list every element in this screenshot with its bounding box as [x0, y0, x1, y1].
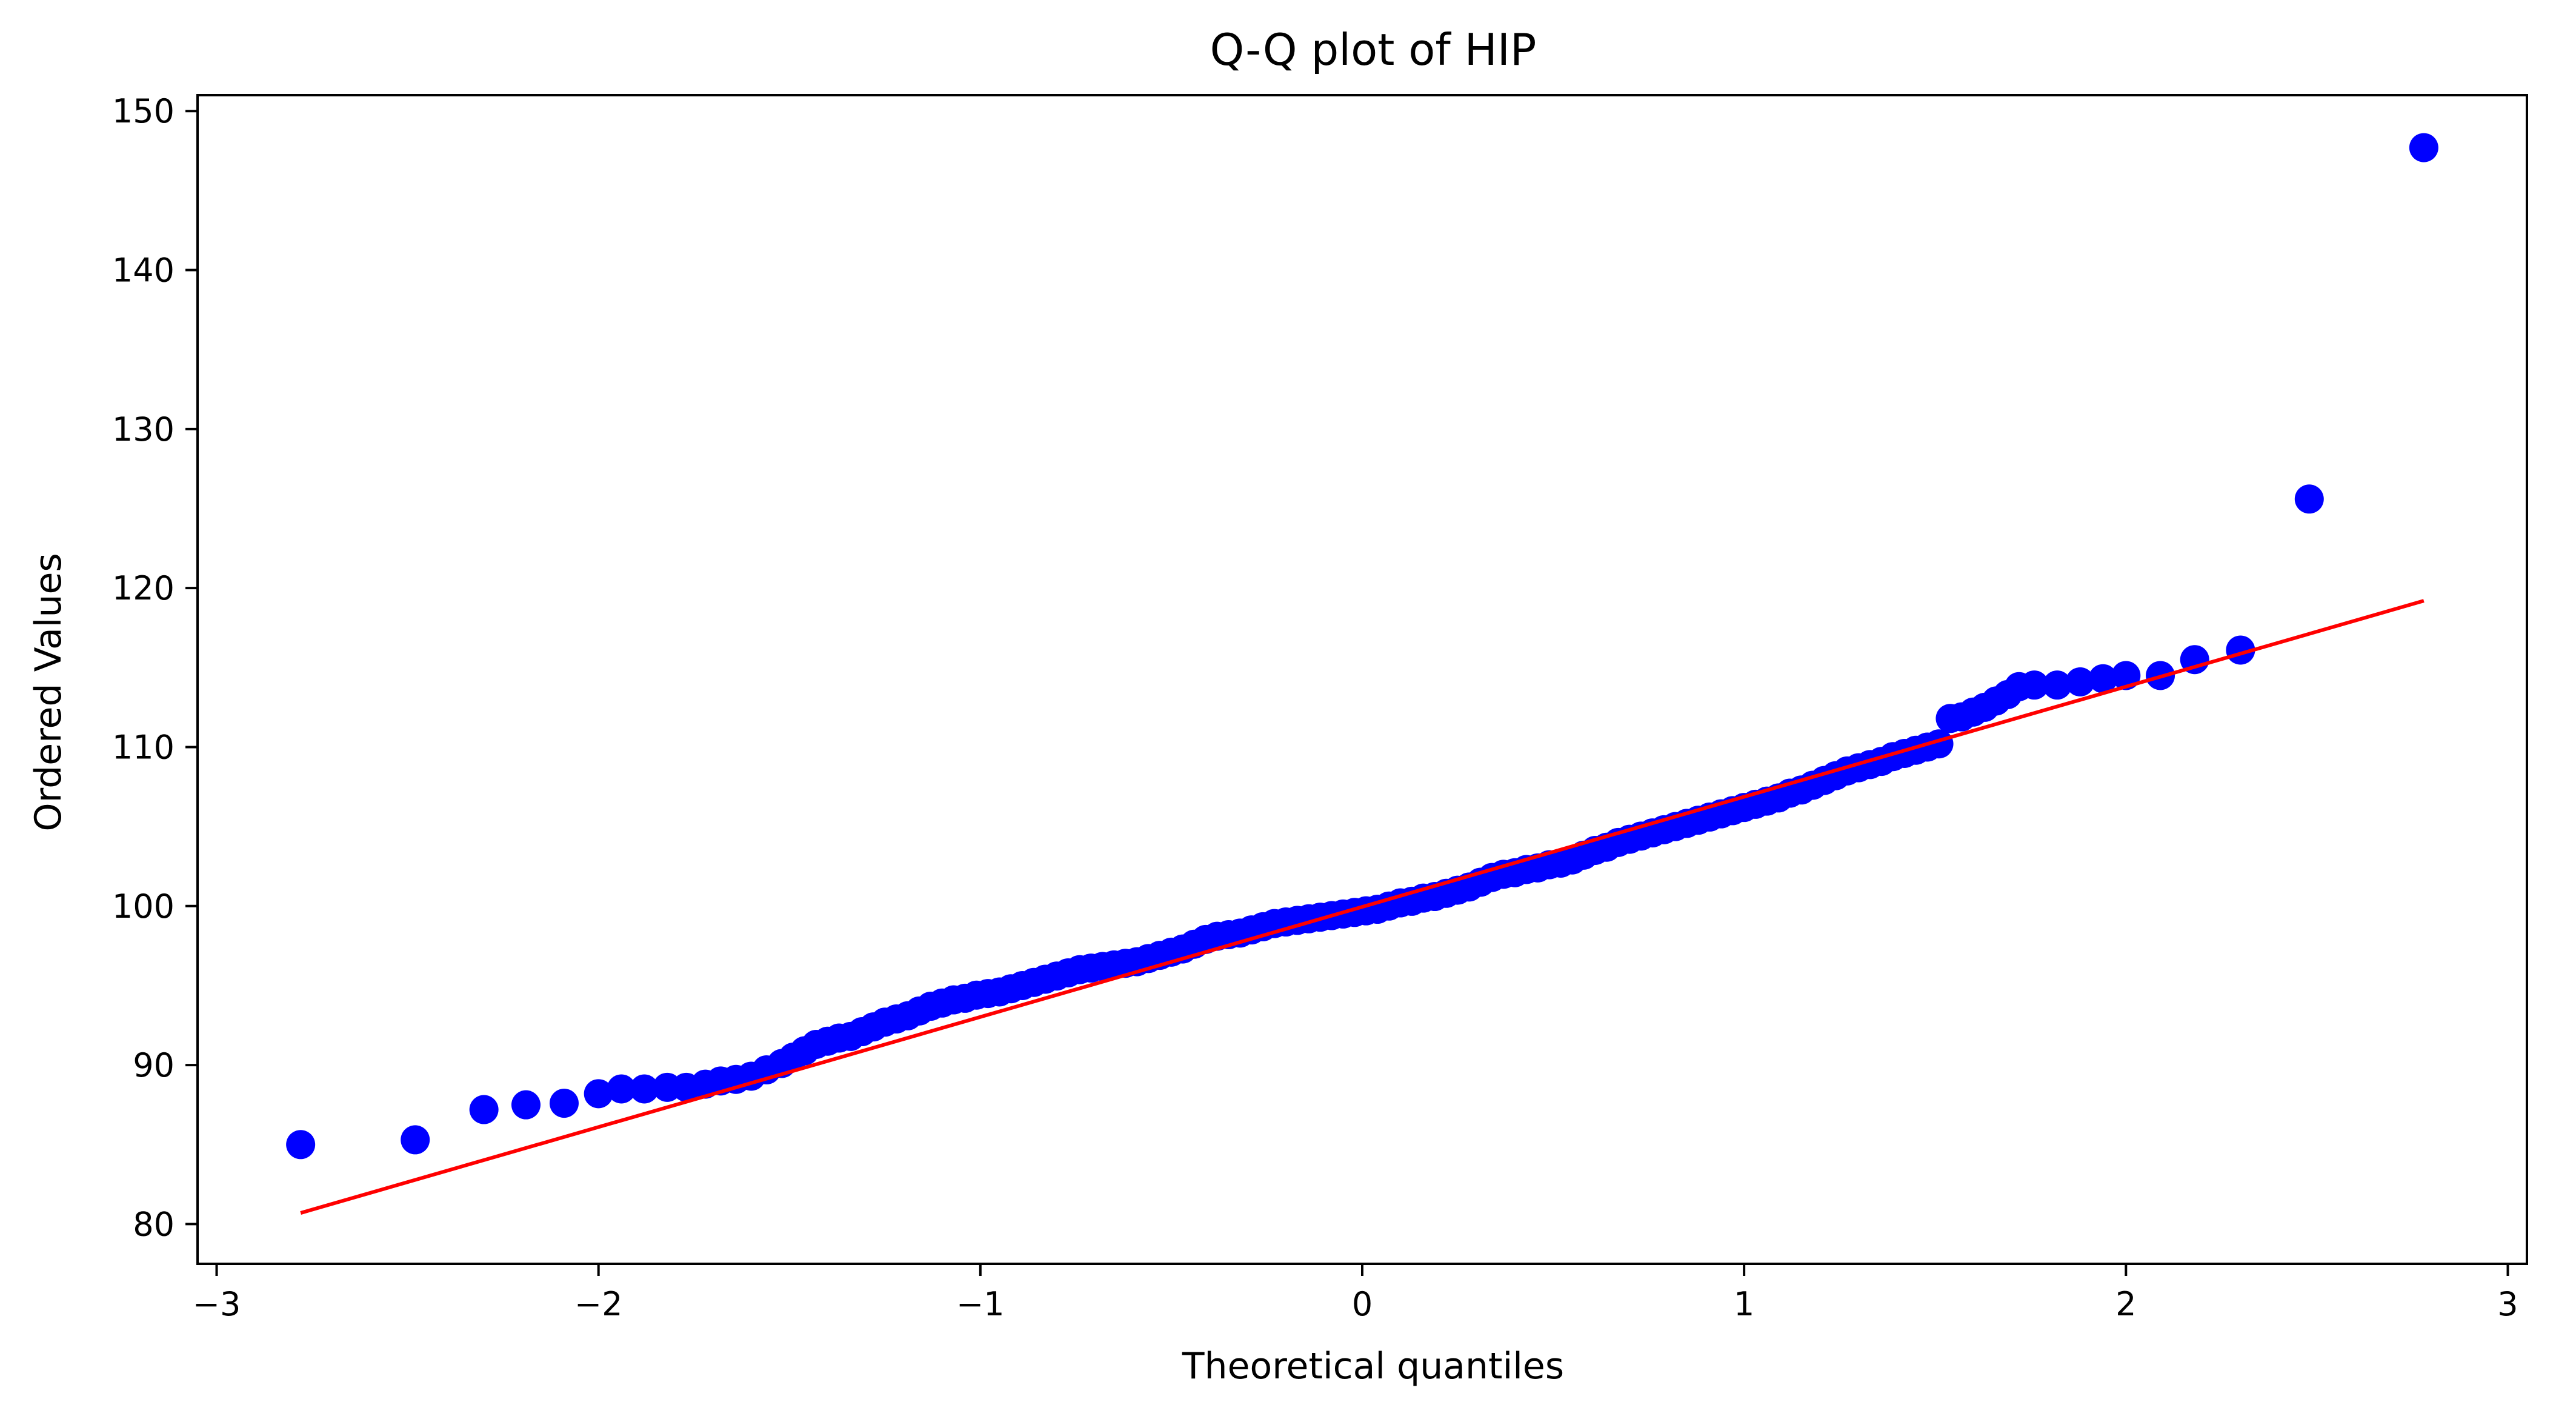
x-tick-label: 2: [2115, 1285, 2136, 1323]
data-point: [401, 1125, 430, 1155]
data-point: [630, 1074, 659, 1104]
y-tick-label: 130: [112, 410, 175, 449]
y-tick-label: 120: [112, 569, 175, 607]
data-point: [549, 1089, 579, 1118]
x-tick-label: 1: [1734, 1285, 1754, 1323]
chart-title: Q-Q plot of HIP: [1210, 24, 1537, 75]
data-point: [1924, 729, 1954, 759]
x-tick-label: 3: [2497, 1285, 2518, 1323]
axes-frame: [196, 94, 2528, 1265]
data-point: [286, 1130, 316, 1160]
data-point: [2180, 645, 2209, 675]
data-point: [2042, 670, 2072, 700]
data-point: [2294, 484, 2324, 514]
x-tick-label: −2: [574, 1285, 623, 1323]
y-tick-label: 80: [133, 1205, 175, 1243]
data-point: [2020, 670, 2049, 700]
data-point: [584, 1079, 613, 1109]
fit-line: [300, 599, 2425, 1215]
x-tick-label: −3: [193, 1285, 241, 1323]
y-axis-label: Ordered Values: [27, 553, 70, 831]
x-tick-label: −1: [956, 1285, 1005, 1323]
data-point: [2088, 664, 2118, 693]
y-tick-label: 110: [112, 728, 175, 766]
data-point: [607, 1074, 636, 1104]
x-tick-label: 0: [1352, 1285, 1373, 1323]
data-point: [2065, 667, 2095, 696]
x-axis-label: Theoretical quantiles: [1182, 1345, 1564, 1387]
data-point: [2409, 133, 2438, 162]
y-tick-label: 140: [112, 252, 175, 290]
plot-area: −3 −2 −1 0 1 2 3 80 90 100 110 120 130 140 150: [112, 92, 2528, 1323]
data-point: [511, 1090, 541, 1120]
data-point: [469, 1095, 499, 1124]
y-tick-label: 150: [112, 92, 175, 130]
y-tick-label: 100: [112, 887, 175, 926]
y-tick-label: 90: [133, 1046, 175, 1084]
